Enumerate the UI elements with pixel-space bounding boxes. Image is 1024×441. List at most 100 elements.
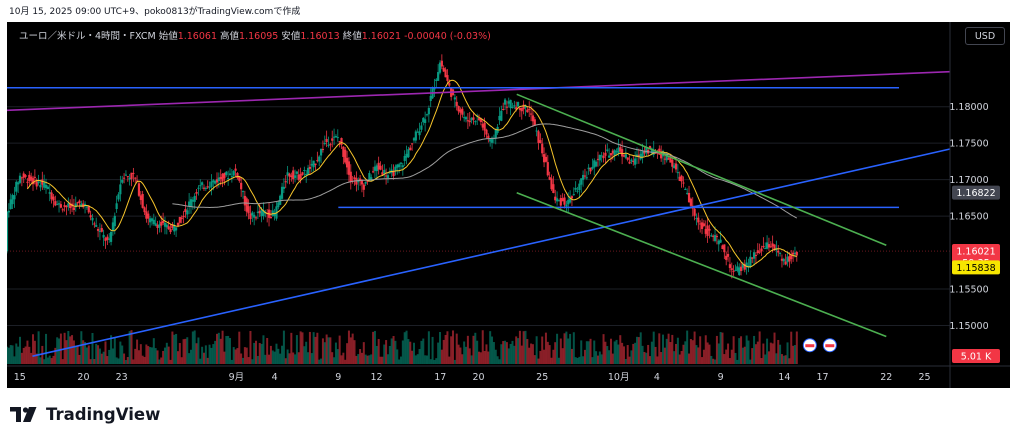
candle-body (671, 159, 674, 167)
candle-body (405, 153, 408, 158)
volume-bar (678, 354, 681, 364)
volume-bar (747, 340, 750, 364)
candle-body (438, 62, 442, 73)
volume-bar (236, 348, 239, 364)
volume-bar (546, 341, 549, 364)
candle-body (522, 104, 525, 110)
volume-bar (758, 331, 761, 364)
volume-bar (401, 340, 404, 364)
volume-bar (775, 353, 778, 364)
volume-bar (520, 345, 523, 364)
candle-body (477, 118, 481, 120)
volume-bar (795, 331, 798, 364)
candle-body (529, 113, 533, 115)
candle-body (134, 177, 137, 179)
volume-bar (74, 346, 77, 364)
volume-bar (754, 344, 757, 364)
volume-bar (790, 331, 793, 364)
candle-body (741, 264, 745, 268)
candle-body (154, 223, 157, 226)
volume-bar (649, 356, 652, 364)
candle-body (225, 171, 228, 175)
candle-body (771, 243, 774, 247)
volume-bar (357, 354, 360, 364)
candle-body (567, 199, 570, 205)
volume-bar (773, 332, 776, 364)
candle-body (169, 228, 172, 233)
volume-bar (632, 343, 635, 364)
volume-bar (725, 349, 728, 364)
volume-bar (500, 344, 503, 364)
volume-bar (388, 345, 391, 364)
candle-body (587, 167, 590, 170)
volume-bar (394, 340, 397, 364)
candle-body (109, 231, 113, 242)
volume-bar (134, 348, 137, 364)
candle-body (325, 138, 328, 142)
candle-body (542, 154, 546, 163)
volume-bar (158, 359, 161, 364)
volume-bar (531, 344, 534, 364)
candle-body (596, 158, 600, 160)
x-tick-label: 20 (472, 372, 484, 383)
chart-header-text: 10月 15, 2025 09:00 UTC+9、poko0813がTradin… (9, 7, 301, 17)
fast-ma-price-tag: 1.15838 (956, 263, 995, 274)
volume-bar (641, 345, 644, 364)
volume-bar (444, 334, 447, 364)
volume-bar (650, 341, 653, 364)
candle-body (241, 191, 245, 193)
candle-body (189, 199, 193, 207)
candle-body (712, 235, 715, 237)
volume-bar (749, 359, 752, 364)
candle-body (466, 120, 469, 122)
volume-bar (344, 359, 347, 364)
volume-bar (334, 342, 337, 364)
volume-bar (539, 350, 542, 364)
green-trend-line (516, 93, 887, 247)
volume-bar (634, 342, 637, 364)
volume-bar (71, 335, 74, 364)
volume-label: 5.01 K (961, 352, 992, 363)
volume-bar (572, 332, 575, 364)
volume-bar (777, 339, 780, 364)
volume-bar (565, 331, 568, 364)
candle-body (150, 218, 154, 222)
volume-bar (255, 340, 258, 364)
volume-bar (303, 346, 306, 364)
candle-body (795, 252, 798, 256)
volume-bar (741, 347, 744, 364)
candle-body (511, 107, 514, 109)
candle-body (80, 203, 83, 207)
volume-bar (145, 344, 148, 364)
candle-body (206, 186, 209, 188)
volume-bar (223, 351, 226, 364)
candle-body (323, 142, 326, 144)
volume-bar (175, 333, 178, 364)
candle-body (684, 188, 687, 190)
candle-body (719, 239, 722, 243)
volume-bar (669, 342, 672, 364)
volume-bar (227, 335, 230, 364)
candle-body (111, 222, 115, 231)
volume-bar (336, 349, 339, 364)
x-tick-label: 4 (272, 372, 278, 383)
candle-body (130, 172, 133, 179)
candle-body (377, 162, 380, 170)
volume-bar (273, 351, 276, 364)
volume-bar (600, 354, 603, 364)
volume-bar (214, 340, 217, 364)
price-chart[interactable]: 1.18000 1.17500 1.17000 1.16500 1.15500 1.150… (7, 22, 1010, 388)
x-tick-label: 20 (77, 372, 89, 383)
volume-bar (779, 344, 782, 364)
candle-body (516, 102, 520, 107)
volume-bar (524, 330, 527, 364)
tradingview-logo[interactable]: TradingView (10, 405, 160, 424)
volume-bar (193, 330, 196, 364)
volume-bar (660, 352, 663, 364)
chart-panel[interactable]: 1.18000 1.17500 1.17000 1.16500 1.15500 1.150… (7, 22, 1010, 388)
volume-bar (249, 330, 252, 364)
volume-bar (569, 333, 572, 364)
currency-button[interactable]: USD (965, 27, 1005, 45)
volume-bar (375, 345, 378, 364)
candle-body (440, 60, 443, 67)
